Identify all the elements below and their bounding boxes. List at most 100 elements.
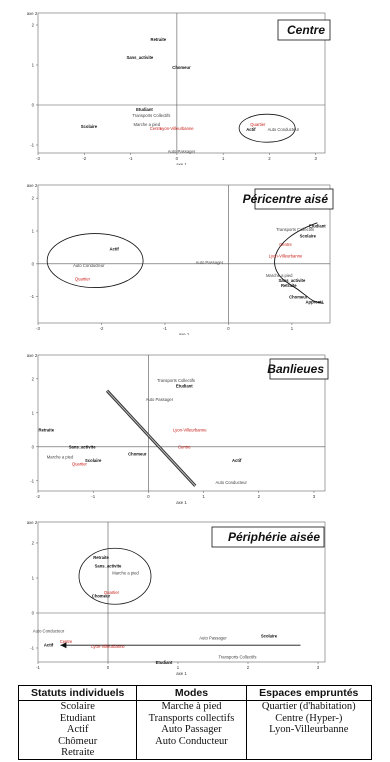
point-label: Centre	[178, 445, 191, 450]
point-label: Quartier	[72, 462, 88, 467]
point-label: Auto Conducteur	[268, 127, 300, 132]
x-tick-label: 1	[177, 665, 180, 670]
point-label: Retraite	[281, 283, 297, 288]
plot-frame	[37, 12, 326, 154]
trend-arrow-head	[60, 642, 67, 649]
point-label: Scolaire	[261, 634, 278, 639]
x-axis-label: axe 1	[179, 332, 190, 335]
x-tick-label: -1	[129, 156, 133, 161]
chart-title-box	[277, 19, 331, 41]
point-label: Actif	[44, 642, 54, 647]
legend-item: Actif	[66, 724, 89, 736]
chart-peripherie: -1 0 1 2 3 2 1 0 -1 axe 1 axe 2 Périphérie aisée Ret…	[27, 520, 326, 676]
x-tick-label: 2	[247, 665, 250, 670]
x-tick-label: -3	[36, 326, 40, 331]
point-label: Auto Passager	[196, 260, 224, 265]
x-tick-label: 2	[268, 156, 271, 161]
point-label: Retraite	[151, 37, 167, 42]
y-tick-label: 0	[32, 103, 35, 108]
chart-centre: -3 -2 -1 0 1 2 3 2 1 0 -1 axe 1 axe 2 Centre Retraite S…	[27, 11, 331, 165]
legend-col-statuts: Scolaire Etudiant Actif Chômeur Retraite	[19, 701, 137, 760]
x-tick-label: 0	[147, 494, 150, 499]
chart-title-box	[269, 358, 329, 380]
point-label: Sans_activite	[279, 278, 306, 283]
point-label: Transports Collectifs	[276, 227, 314, 232]
cluster-curve	[274, 222, 324, 304]
point-label: Auto Conducteur	[215, 480, 247, 485]
x-tick-label: 0	[176, 156, 179, 161]
chart-title-box	[254, 188, 334, 210]
y-axis-label: axe 2	[27, 353, 38, 358]
point-label: Actif	[246, 127, 256, 132]
legend-item: Marche à pied	[161, 701, 222, 712]
y-tick-label: -1	[30, 646, 34, 651]
chart-title: Banlieues	[267, 362, 324, 376]
point-label: Auto Passager	[168, 149, 196, 154]
point-label: Etudiant	[136, 107, 153, 112]
y-tick-label: 2	[32, 541, 35, 546]
plot-frame	[37, 184, 331, 324]
cluster-ellipse	[46, 233, 144, 288]
x-tick-label: 3	[313, 494, 316, 499]
cluster-ellipse	[78, 547, 152, 605]
legend-col-modes: Marche à pied Transports collectifs Auto…	[136, 700, 247, 760]
point-label: Scolaire	[85, 458, 102, 463]
y-axis-label: axe 2	[27, 11, 38, 16]
point-label: Sans_activite	[126, 55, 153, 60]
x-tick-label: -2	[100, 326, 104, 331]
legend-header-row: Statuts individuels Modes Espaces emprun…	[18, 685, 372, 701]
legend-item: Lyon-Villeurbanne	[269, 724, 349, 736]
point-label: Scolaire	[81, 124, 98, 129]
x-tick-label: -2	[36, 494, 40, 499]
x-tick-label: 3	[315, 156, 318, 161]
point-label: Actif	[232, 458, 242, 463]
y-tick-label: 1	[32, 229, 35, 234]
point-label: Auto Conducteur	[73, 263, 105, 268]
point-label: Quartier	[250, 122, 266, 127]
point-label: Sans_activite	[69, 445, 96, 450]
point-label: Lyon-Villeurbanne	[269, 253, 303, 258]
x-tick-label: -1	[36, 665, 40, 670]
point-label: Transports Collectifs	[218, 655, 256, 660]
y-tick-label: -1	[30, 478, 34, 483]
legend-header-modes: Modes	[136, 685, 247, 701]
x-tick-label: 0	[107, 665, 110, 670]
point-label: Sans_activite	[95, 564, 122, 569]
point-label: Transports Collectifs	[157, 378, 195, 383]
chart-title: Centre	[287, 23, 325, 37]
point-label: Lyon-Villeurbanne	[91, 644, 125, 649]
x-axis-label: axe 1	[176, 162, 187, 165]
y-tick-label: 0	[32, 611, 35, 616]
y-tick-label: 2	[32, 376, 35, 381]
point-label: Centre	[279, 242, 292, 247]
point-label: Retraite	[38, 428, 54, 433]
chart-title: Péricentre aisé	[243, 192, 329, 206]
point-label: Transports Collectifs	[132, 113, 170, 118]
legend-col-espaces: Quartier (d'habitation) Centre (Hyper-) …	[246, 701, 371, 760]
point-label: Chomeur	[92, 593, 111, 598]
chart-title-box	[211, 526, 325, 548]
x-tick-label: 1	[202, 494, 205, 499]
chart-title: Périphérie aisée	[228, 530, 320, 544]
point-label: Apprenti	[306, 299, 323, 304]
point-label: Etudiant	[156, 660, 173, 665]
y-axis-label: axe 2	[27, 520, 38, 525]
point-label: Marche a pied	[112, 571, 139, 576]
x-tick-label: -1	[91, 494, 95, 499]
x-tick-label: 1	[291, 326, 294, 331]
point-label: Scolaire	[300, 234, 317, 239]
point-label: Actif	[110, 247, 120, 252]
separator-bar-highlight	[106, 390, 196, 487]
point-label: Marche a pied	[266, 273, 293, 278]
cluster-ellipse	[238, 113, 296, 143]
point-label: Marche a pied	[134, 122, 161, 127]
legend-item: Scolaire	[60, 701, 95, 712]
x-tick-label: -2	[82, 156, 86, 161]
y-axis-label: axe 2	[27, 183, 38, 188]
legend-item: Auto Conducteur	[155, 735, 228, 747]
point-label: Marche a pied	[47, 455, 74, 460]
y-tick-label: 0	[32, 261, 35, 266]
point-label: Retraite	[93, 555, 109, 560]
legend-header-statuts: Statuts individuels	[18, 685, 137, 701]
plot-frame	[37, 354, 326, 492]
